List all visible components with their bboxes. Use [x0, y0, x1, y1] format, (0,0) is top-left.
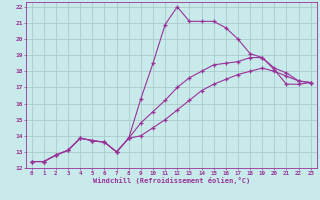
X-axis label: Windchill (Refroidissement éolien,°C): Windchill (Refroidissement éolien,°C) — [92, 177, 250, 184]
